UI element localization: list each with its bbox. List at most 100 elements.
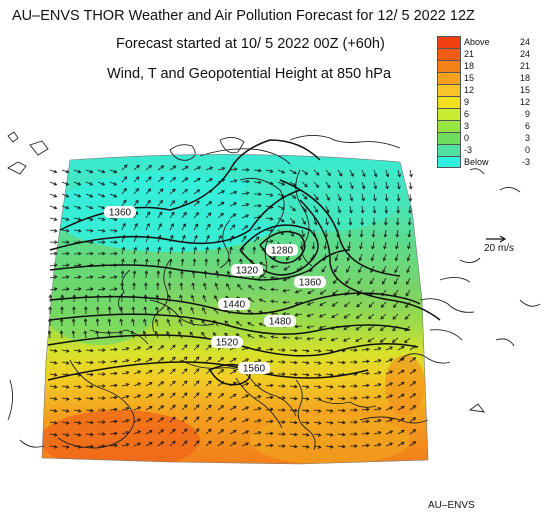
- wind-arrow-head: [294, 420, 298, 425]
- wind-arrow: [346, 265, 351, 273]
- wind-arrow: [241, 214, 249, 219]
- wind-arrow-head: [326, 184, 331, 189]
- wind-arrow-head: [47, 318, 52, 322]
- contour-label: 1360: [104, 206, 136, 219]
- wind-arrow: [109, 306, 111, 315]
- wind-arrow-head: [90, 444, 94, 449]
- wind-arrow: [73, 205, 81, 209]
- wind-arrow-head: [247, 297, 252, 301]
- wind-arrow: [85, 318, 87, 327]
- wind-arrow-head: [160, 357, 165, 361]
- wind-arrow: [217, 213, 224, 219]
- wind-arrow: [97, 288, 105, 291]
- wind-arrow-head: [306, 302, 311, 306]
- wind-arrow-head: [247, 310, 251, 314]
- legend-swatch: [437, 84, 461, 96]
- wind-arrow-head: [157, 246, 161, 251]
- wind-arrow: [380, 325, 387, 331]
- wind-arrow: [121, 383, 129, 387]
- wind-arrow-head: [125, 407, 130, 411]
- wind-arrow-head: [54, 240, 58, 245]
- wind-arrow-head: [233, 179, 238, 183]
- wind-arrow: [393, 289, 399, 297]
- wind-arrow: [61, 288, 69, 291]
- wind-arrow-head: [405, 304, 409, 309]
- wind-arrow: [145, 430, 153, 435]
- wind-arrow-head: [257, 418, 262, 423]
- wind-arrow-head: [224, 332, 228, 337]
- wind-arrow: [109, 169, 117, 173]
- wind-arrow: [145, 165, 152, 171]
- wind-arrow: [49, 445, 57, 448]
- wind-arrow: [289, 409, 298, 412]
- wind-arrow: [336, 241, 339, 249]
- legend-swatch: [437, 120, 461, 132]
- wind-arrow-head: [196, 200, 200, 205]
- wind-arrow: [241, 394, 249, 399]
- wind-arrow-head: [329, 420, 334, 425]
- wind-arrow-head: [114, 240, 118, 245]
- wind-arrow-head: [89, 275, 94, 279]
- wind-arrow-head: [317, 445, 322, 449]
- wind-arrow-head: [304, 183, 308, 188]
- wind-arrow-head: [408, 185, 413, 190]
- wind-arrow-head: [102, 384, 106, 388]
- wind-arrow: [397, 345, 405, 351]
- wind-arrow-head: [343, 326, 347, 330]
- wind-arrow: [294, 325, 303, 328]
- legend-high-label: 15: [519, 85, 530, 95]
- wind-arrow-head: [342, 420, 346, 425]
- wind-arrow: [193, 356, 200, 363]
- legend-item: 21 24: [437, 48, 545, 60]
- wind-arrow: [277, 181, 285, 186]
- wind-arrow: [229, 441, 237, 447]
- wind-arrow: [73, 264, 81, 267]
- wind-arrow-head: [149, 394, 153, 398]
- wind-arrow-head: [359, 245, 363, 250]
- wind-arrow-head: [305, 444, 310, 449]
- wind-arrow-head: [270, 383, 274, 388]
- wind-arrow-head: [377, 383, 382, 387]
- wind-arrow: [145, 394, 153, 399]
- wind-arrow: [325, 205, 329, 213]
- wind-arrow-head: [219, 223, 223, 228]
- wind-arrow-head: [183, 392, 188, 396]
- wind-arrow: [361, 181, 365, 189]
- wind-arrow-head: [113, 287, 118, 292]
- wind-arrow-head: [159, 188, 164, 192]
- wind-arrow: [203, 283, 207, 291]
- wind-arrow: [385, 418, 393, 423]
- wind-arrow-head: [172, 380, 176, 385]
- wind-arrow-head: [160, 429, 165, 433]
- wind-arrow: [181, 189, 188, 195]
- wind-arrow-head: [270, 431, 274, 436]
- wind-arrow: [337, 361, 346, 364]
- wind-arrow: [205, 212, 212, 219]
- wind-arrow: [73, 276, 81, 279]
- wind-arrow-head: [255, 236, 260, 240]
- wind-arrow-head: [397, 173, 401, 178]
- wind-arrow-head: [101, 228, 106, 233]
- wind-arrow-head: [183, 380, 188, 384]
- wind-arrow-head: [77, 444, 82, 449]
- wind-arrow: [283, 289, 291, 292]
- wind-arrow-head: [143, 306, 148, 311]
- wind-arrow: [85, 288, 93, 291]
- wind-arrow-head: [331, 314, 335, 318]
- wind-arrow-head: [190, 306, 194, 311]
- wind-arrow: [373, 347, 381, 351]
- wind-arrow: [301, 409, 309, 412]
- wind-arrow: [361, 348, 370, 351]
- wind-arrow-head: [356, 303, 360, 308]
- wind-arrow: [49, 361, 57, 364]
- wind-arrow: [289, 169, 297, 174]
- wind-arrow-head: [235, 321, 240, 325]
- legend-low-label: Below: [464, 157, 489, 167]
- wind-arrow: [49, 205, 57, 209]
- wind-arrow-head: [232, 417, 237, 422]
- wind-arrow-head: [53, 420, 58, 425]
- wind-arrow-head: [179, 294, 183, 299]
- wind-arrow: [337, 193, 342, 201]
- wind-arrow: [325, 349, 333, 352]
- wind-arrow-head: [195, 368, 200, 372]
